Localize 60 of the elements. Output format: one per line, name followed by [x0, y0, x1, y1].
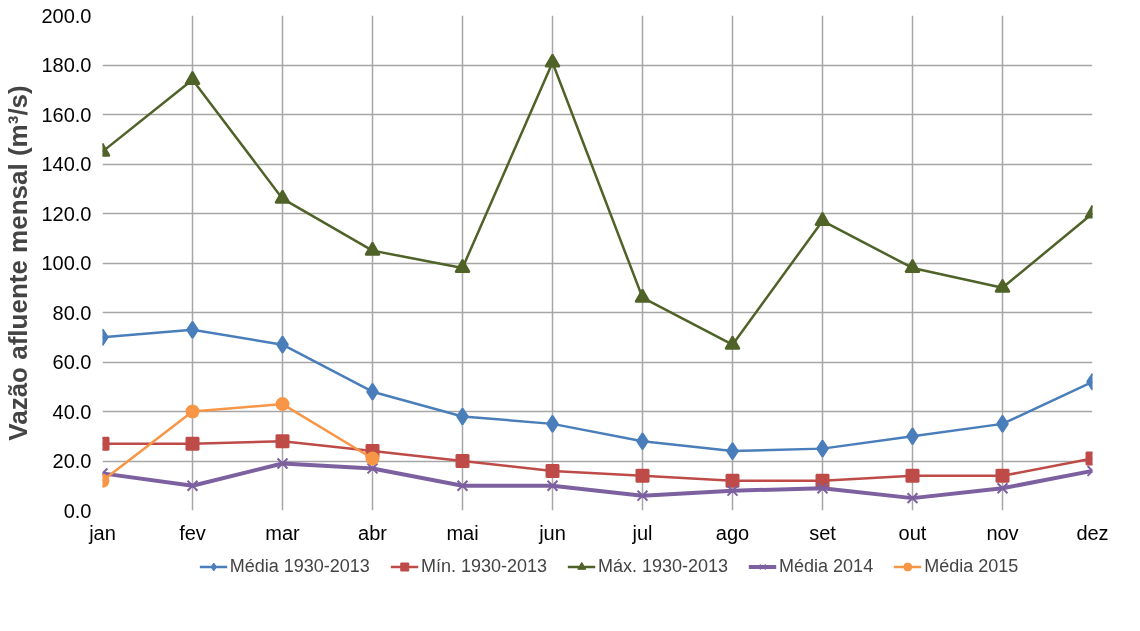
point [545, 463, 560, 478]
point [454, 258, 471, 273]
y-tick-label: 180.0 [41, 54, 92, 76]
x-tick-label: mai [446, 521, 479, 544]
y-tick-label: 160.0 [41, 103, 92, 126]
point [276, 457, 289, 470]
point [906, 492, 919, 505]
x-tick-label: dez [1076, 521, 1109, 544]
y-tick-label: 20.0 [52, 450, 92, 472]
point [186, 479, 199, 492]
x-tick-label: set [809, 521, 837, 544]
point [725, 473, 740, 488]
point [994, 278, 1011, 293]
y-tick-label: 0.0 [63, 499, 92, 522]
y-axis-title: Vazão afluente mensal (m³/s) [3, 85, 34, 441]
y-tick-label: 100.0 [41, 252, 92, 274]
legend-label: Média 2014 [779, 555, 874, 577]
x-tick-label: abr [358, 521, 388, 544]
x-tick-label: out [898, 521, 927, 544]
x-tick-label: jun [538, 521, 566, 544]
point [274, 189, 291, 204]
legend-label: Máx. 1930-2013 [597, 555, 729, 577]
y-tick-label: 80.0 [52, 301, 92, 324]
point [456, 479, 469, 492]
legend-label: Mín. 1930-2013 [420, 555, 547, 577]
legend-label: Média 2015 [924, 555, 1019, 577]
point [365, 451, 380, 466]
point [455, 454, 470, 468]
x-tick-label: ago [715, 521, 750, 544]
point [814, 211, 831, 226]
point [184, 70, 201, 85]
point [724, 335, 741, 350]
y-tick-label: 40.0 [52, 400, 92, 423]
point [995, 468, 1010, 483]
x-tick-label: jul [631, 521, 653, 544]
point [905, 468, 920, 483]
point [364, 241, 381, 256]
point [544, 53, 561, 68]
point [816, 482, 829, 495]
y-tick-label: 200.0 [41, 4, 92, 27]
point [275, 397, 290, 412]
point [636, 489, 649, 502]
legend-label: Média 1930-2013 [229, 555, 370, 577]
x-tick-label: jan [88, 521, 116, 544]
y-tick-label: 140.0 [41, 153, 92, 175]
point [185, 404, 200, 419]
point [904, 258, 921, 273]
point [546, 479, 559, 492]
x-tick-label: fev [179, 521, 206, 544]
point [275, 434, 290, 449]
point [996, 482, 1009, 495]
x-tick-label: mar [265, 521, 301, 544]
y-tick-label: 120.0 [41, 202, 92, 225]
point [366, 462, 379, 475]
y-tick-label: 60.0 [52, 351, 92, 373]
point [185, 436, 200, 451]
point [635, 468, 650, 483]
point [726, 484, 739, 497]
x-tick-label: nov [986, 521, 1019, 544]
point [634, 288, 651, 303]
